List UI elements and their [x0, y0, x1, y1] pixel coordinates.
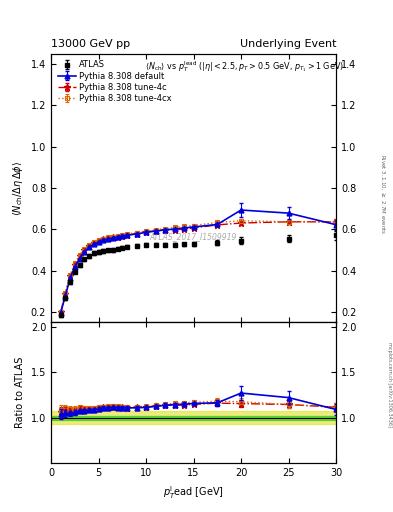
Y-axis label: Ratio to ATLAS: Ratio to ATLAS: [15, 357, 25, 429]
Text: 13000 GeV pp: 13000 GeV pp: [51, 38, 130, 49]
Text: ATLAS_2017_I1509919: ATLAS_2017_I1509919: [150, 232, 237, 241]
Text: $\langle N_\mathrm{ch}\rangle$ vs $p_T^\mathrm{lead}$ ($|\eta|<2.5, p_T>0.5$ GeV: $\langle N_\mathrm{ch}\rangle$ vs $p_T^\…: [145, 59, 344, 74]
Bar: [51, 412, 336, 424]
Y-axis label: $\langle N_\mathrm{ch}/\Delta\eta\,\Delta\phi\rangle$: $\langle N_\mathrm{ch}/\Delta\eta\,\Delt…: [11, 160, 25, 216]
Text: Rivet 3.1.10, $\geq$ 2.7M events: Rivet 3.1.10, $\geq$ 2.7M events: [379, 154, 387, 235]
Text: mcplots.cern.ch [arXiv:1306.3436]: mcplots.cern.ch [arXiv:1306.3436]: [387, 342, 391, 426]
Bar: [51, 416, 336, 420]
Text: Underlying Event: Underlying Event: [239, 38, 336, 49]
Legend: ATLAS, Pythia 8.308 default, Pythia 8.308 tune-4c, Pythia 8.308 tune-4cx: ATLAS, Pythia 8.308 default, Pythia 8.30…: [55, 58, 174, 105]
X-axis label: $p_T^\mathrm{l}$ead [GeV]: $p_T^\mathrm{l}$ead [GeV]: [163, 484, 224, 501]
